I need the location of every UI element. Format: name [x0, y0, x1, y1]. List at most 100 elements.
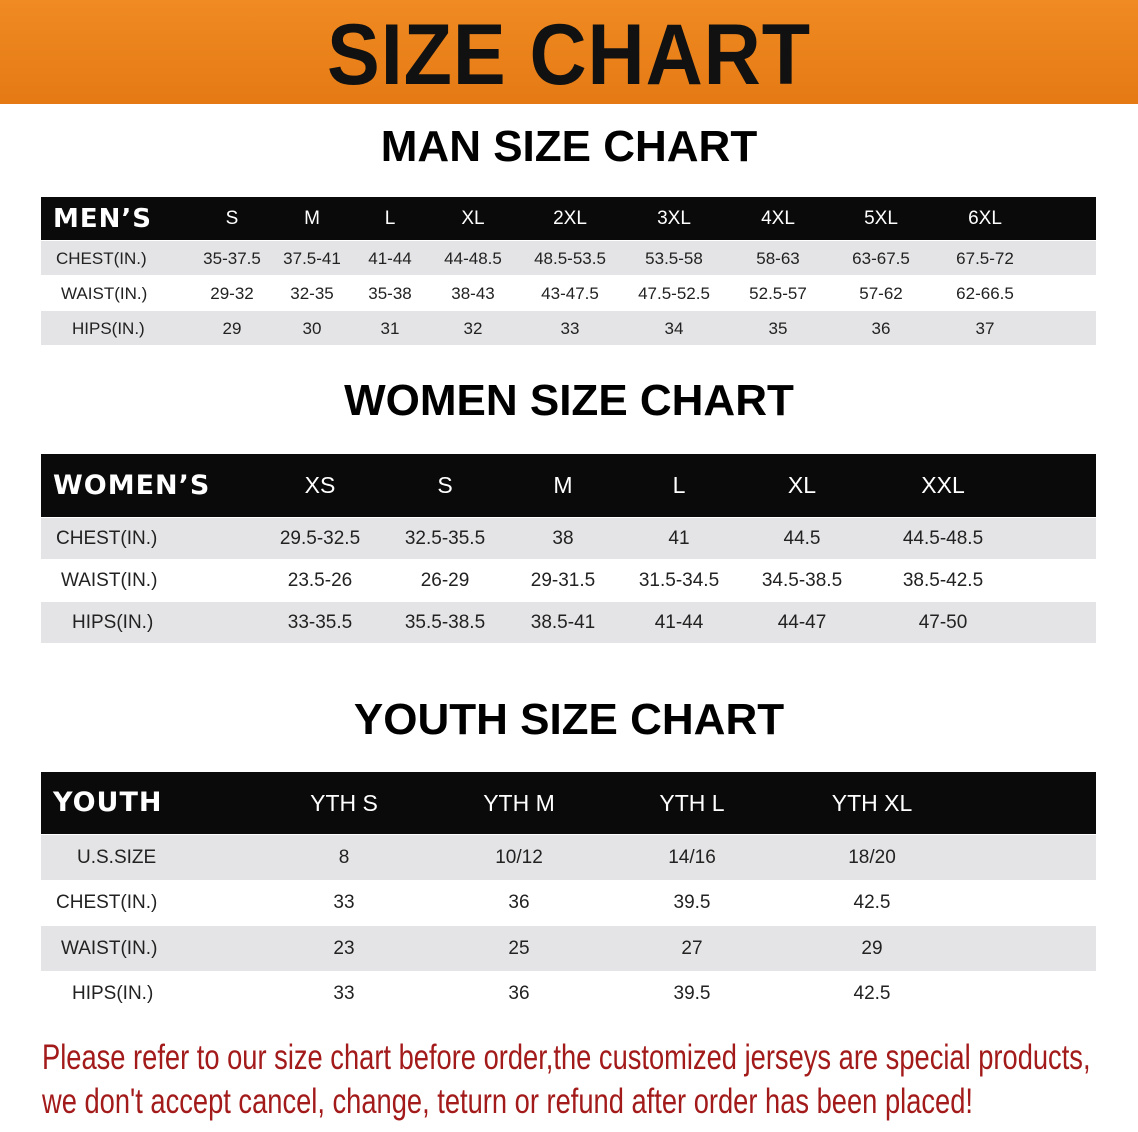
table-cell: 44-48.5: [444, 248, 502, 268]
table-cell: 29-32: [210, 283, 254, 303]
table-row: CHEST(IN.) 35-37.5 37.5-41 41-44 44-48.5 48.5…: [41, 241, 1096, 275]
women-section-title: WOMEN SIZE CHART: [344, 376, 794, 425]
size-header-cell: YTH S: [310, 789, 378, 816]
table-cell: 42.5: [853, 892, 891, 914]
table-cell: 41: [668, 528, 690, 550]
youth-section-title: YOUTH SIZE CHART: [353, 695, 785, 744]
table-cell: 25: [508, 937, 530, 959]
row-label: HIPS(IN.): [72, 612, 154, 634]
table-cell: 48.5-53.5: [534, 248, 606, 268]
table-cell: 31.5-34.5: [638, 570, 720, 592]
table-cell: 52.5-57: [749, 283, 807, 303]
table-cell: 67.5-72: [956, 248, 1014, 268]
size-header-cell: L: [672, 472, 686, 499]
table-cell: 44-47: [777, 612, 827, 634]
table-cell: 35.5-38.5: [404, 612, 486, 634]
size-header-cell: XL: [787, 472, 817, 499]
men-header-row: MEN’S S M L XL 2XL 3XL 4XL 5XL 6XL: [41, 197, 1096, 240]
size-header-cell: 6XL: [968, 207, 1002, 229]
table-cell: 34.5-38.5: [761, 570, 843, 592]
table-cell: 30: [302, 318, 322, 338]
women-size-table: WOMEN’S XS S M L XL XXL CHEST(IN.) 29.5-32.5 32.5…: [41, 454, 1096, 645]
table-cell: 41-44: [654, 612, 704, 634]
table-cell: 37.5-41: [283, 248, 341, 268]
table-cell: 63-67.5: [852, 248, 910, 268]
table-cell: 23.5-26: [287, 570, 353, 592]
row-label: CHEST(IN.): [56, 892, 158, 914]
table-cell: 38: [552, 528, 574, 550]
size-header-cell: 3XL: [657, 207, 691, 229]
row-label: CHEST(IN.): [56, 528, 158, 550]
youth-header-label: YOUTH: [53, 787, 163, 819]
table-cell: 38.5-42.5: [902, 570, 984, 592]
table-cell: 58-63: [756, 248, 800, 268]
table-cell: 31: [380, 318, 400, 338]
table-cell: 53.5-58: [645, 248, 703, 268]
row-label: WAIST(IN.): [61, 570, 158, 592]
table-cell: 32.5-35.5: [404, 528, 486, 550]
table-cell: 43-47.5: [541, 283, 599, 303]
table-row: WAIST(IN.) 29-32 32-35 35-38 38-43 43-47.5 47.…: [41, 276, 1096, 310]
table-cell: 23: [333, 937, 355, 959]
table-cell: 18/20: [848, 846, 896, 868]
banner: SIZE CHART: [0, 0, 1138, 104]
row-label: HIPS(IN.): [72, 983, 154, 1005]
table-cell: 42.5: [853, 983, 891, 1005]
youth-header-row: YOUTH YTH S YTH M YTH L YTH XL: [41, 772, 1096, 834]
size-header-cell: YTH L: [659, 789, 725, 816]
table-cell: 38.5-41: [530, 612, 596, 634]
table-cell: 29.5-32.5: [279, 528, 361, 550]
table-cell: 8: [338, 846, 350, 868]
table-cell: 34: [664, 318, 684, 338]
table-cell: 47-50: [918, 612, 968, 634]
table-row: WAIST(IN.) 23.5-26 26-29 29-31.5 31.5-34.5 34…: [41, 560, 1096, 601]
row-label: HIPS(IN.): [72, 318, 145, 338]
table-row: HIPS(IN.) 33 36 39.5 42.5: [41, 972, 1096, 1017]
table-cell: 44.5: [783, 528, 821, 550]
row-label: WAIST(IN.): [61, 283, 148, 303]
table-cell: 33: [333, 892, 355, 914]
men-header-label: MEN’S: [53, 203, 152, 234]
table-cell: 57-62: [859, 283, 903, 303]
table-cell: 35-37.5: [203, 248, 261, 268]
table-cell: 29: [222, 318, 242, 338]
table-cell: 33: [560, 318, 580, 338]
table-row: HIPS(IN.) 33-35.5 35.5-38.5 38.5-41 41-44 44-…: [41, 602, 1096, 643]
size-header-cell: YTH XL: [831, 789, 913, 816]
table-cell: 44.5-48.5: [902, 528, 984, 550]
size-header-cell: XL: [461, 207, 485, 229]
women-header-row: WOMEN’S XS S M L XL XXL: [41, 454, 1096, 517]
table-row: CHEST(IN.) 29.5-32.5 32.5-35.5 38 41 44.5 44.5…: [41, 518, 1096, 559]
notice-line-2: we don't accept cancel, change, teturn o…: [42, 1082, 973, 1121]
table-cell: 35: [768, 318, 788, 338]
size-header-cell: S: [437, 472, 453, 499]
table-cell: 32-35: [290, 283, 334, 303]
table-cell: 32: [463, 318, 483, 338]
table-cell: 27: [681, 937, 703, 959]
size-header-cell: YTH M: [483, 789, 555, 816]
table-cell: 38-43: [451, 283, 495, 303]
table-cell: 29-31.5: [530, 570, 596, 592]
table-cell: 35-38: [368, 283, 412, 303]
row-label: WAIST(IN.): [61, 937, 158, 959]
table-cell: 37: [975, 318, 995, 338]
table-cell: 33: [333, 983, 355, 1005]
size-header-cell: XXL: [921, 472, 965, 499]
table-cell: 10/12: [495, 846, 543, 868]
table-cell: 47.5-52.5: [638, 283, 710, 303]
table-cell: 26-29: [420, 570, 470, 592]
men-size-table: MEN’S S M L XL 2XL 3XL 4XL 5XL 6XL CHEST(IN.) 35-37…: [41, 197, 1096, 346]
women-header-label: WOMEN’S: [53, 469, 211, 501]
table-row: U.S.SIZE 8 10/12 14/16 18/20: [41, 835, 1096, 880]
size-header-cell: M: [553, 472, 573, 499]
notice-line-1: Please refer to our size chart before or…: [42, 1038, 1091, 1077]
table-cell: 39.5: [673, 983, 711, 1005]
size-header-cell: S: [225, 207, 239, 229]
table-row: CHEST(IN.) 33 36 39.5 42.5: [41, 881, 1096, 926]
table-cell: 41-44: [368, 248, 412, 268]
men-section-title: MAN SIZE CHART: [380, 122, 758, 171]
table-cell: 36: [508, 892, 530, 914]
table-cell: 36: [871, 318, 891, 338]
size-header-cell: 5XL: [864, 207, 898, 229]
table-cell: 14/16: [668, 846, 716, 868]
